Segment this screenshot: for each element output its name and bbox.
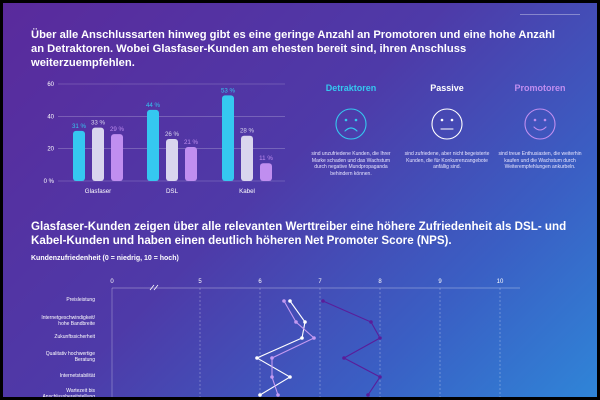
category-title: Passive [430,83,464,93]
category-description: sind treue Enthusiasten, die weiterhin k… [498,151,582,171]
series-point [342,356,346,360]
series-point [300,336,304,340]
series-point [258,393,262,397]
row-label: Internetstabilität [60,373,96,379]
axis-break-icon [149,284,159,291]
bar [92,127,104,181]
row-label: Preisleistung [66,297,95,303]
bar [111,134,123,181]
bar [166,138,178,181]
category-title: Detraktoren [325,83,377,93]
series-point [270,375,274,379]
bar [241,135,253,181]
line-chart-title: Kundenzufriedenheit (0 = niedrig, 10 = h… [31,255,179,262]
y-tick-label: 60 [47,82,54,88]
bar [147,109,159,181]
bar-value-label: 53 % [221,87,236,94]
series-point [288,375,292,379]
bar-value-label: 33 % [91,120,106,127]
sad-face-icon [335,108,367,140]
x-tick-label: 6 [258,279,262,285]
bar-value-label: 31 % [72,123,87,130]
x-tick-label: 10 [497,279,504,285]
x-category-label: DSL [166,188,179,195]
bar [260,163,272,181]
series-point [288,299,292,303]
category-description: sind zufriedene, aber nicht begeisterte … [404,151,490,171]
series-point [303,320,307,324]
bar-value-label: 26 % [165,131,180,138]
series-point [294,320,298,324]
series-line [271,300,315,396]
row-label: Internetgeschwindigkeit/hohe Bandbreite [41,315,95,327]
bar-value-label: 29 % [110,126,125,133]
x-tick-label: 5 [198,279,202,285]
series-point [321,299,325,303]
bar [185,147,197,181]
bar-value-label: 28 % [240,128,255,135]
happy-face-icon [524,108,556,140]
x-category-label: Kabel [239,188,255,195]
x-tick-label: 0 [110,279,114,285]
bottom-heading: Glasfaser-Kunden zeigen über alle releva… [31,220,567,247]
y-tick-label: 20 [47,147,54,153]
series-point [312,336,316,340]
bar-value-label: 11 % [259,155,273,162]
series-point [270,356,274,360]
bar-value-label: 44 % [146,102,161,109]
y-tick-label: 40 [47,114,54,120]
x-tick-label: 9 [438,279,442,285]
bar-value-label: 21 % [184,139,199,146]
neutral-face-icon [431,108,463,140]
series-point [378,336,382,340]
x-category-label: Glasfaser [85,188,111,195]
series-line [255,300,306,396]
x-tick-label: 7 [318,279,322,285]
series-point [255,356,259,360]
y-tick-label: 0 % [44,179,55,185]
decorative-line [520,14,580,15]
series-line [322,300,381,396]
category-description: sind unzufriedene Kunden, die Ihrer Mark… [311,151,391,177]
series-point [366,393,370,397]
series-point [369,320,373,324]
row-label: Qualitativ hochwertige Beratung [46,351,95,363]
top-heading: Über alle Anschlussarten hinweg gibt es … [31,29,556,69]
series-point [276,393,280,397]
series-point [378,375,382,379]
series-point [282,299,286,303]
category-title: Promotoren [514,83,566,93]
row-label: Wartezeit bis Anschlussbereitstellung [42,388,95,400]
x-tick-label: 8 [378,279,382,285]
bar [222,95,234,181]
bar [73,130,85,181]
row-label: Zukunftssicherheit [54,334,95,340]
